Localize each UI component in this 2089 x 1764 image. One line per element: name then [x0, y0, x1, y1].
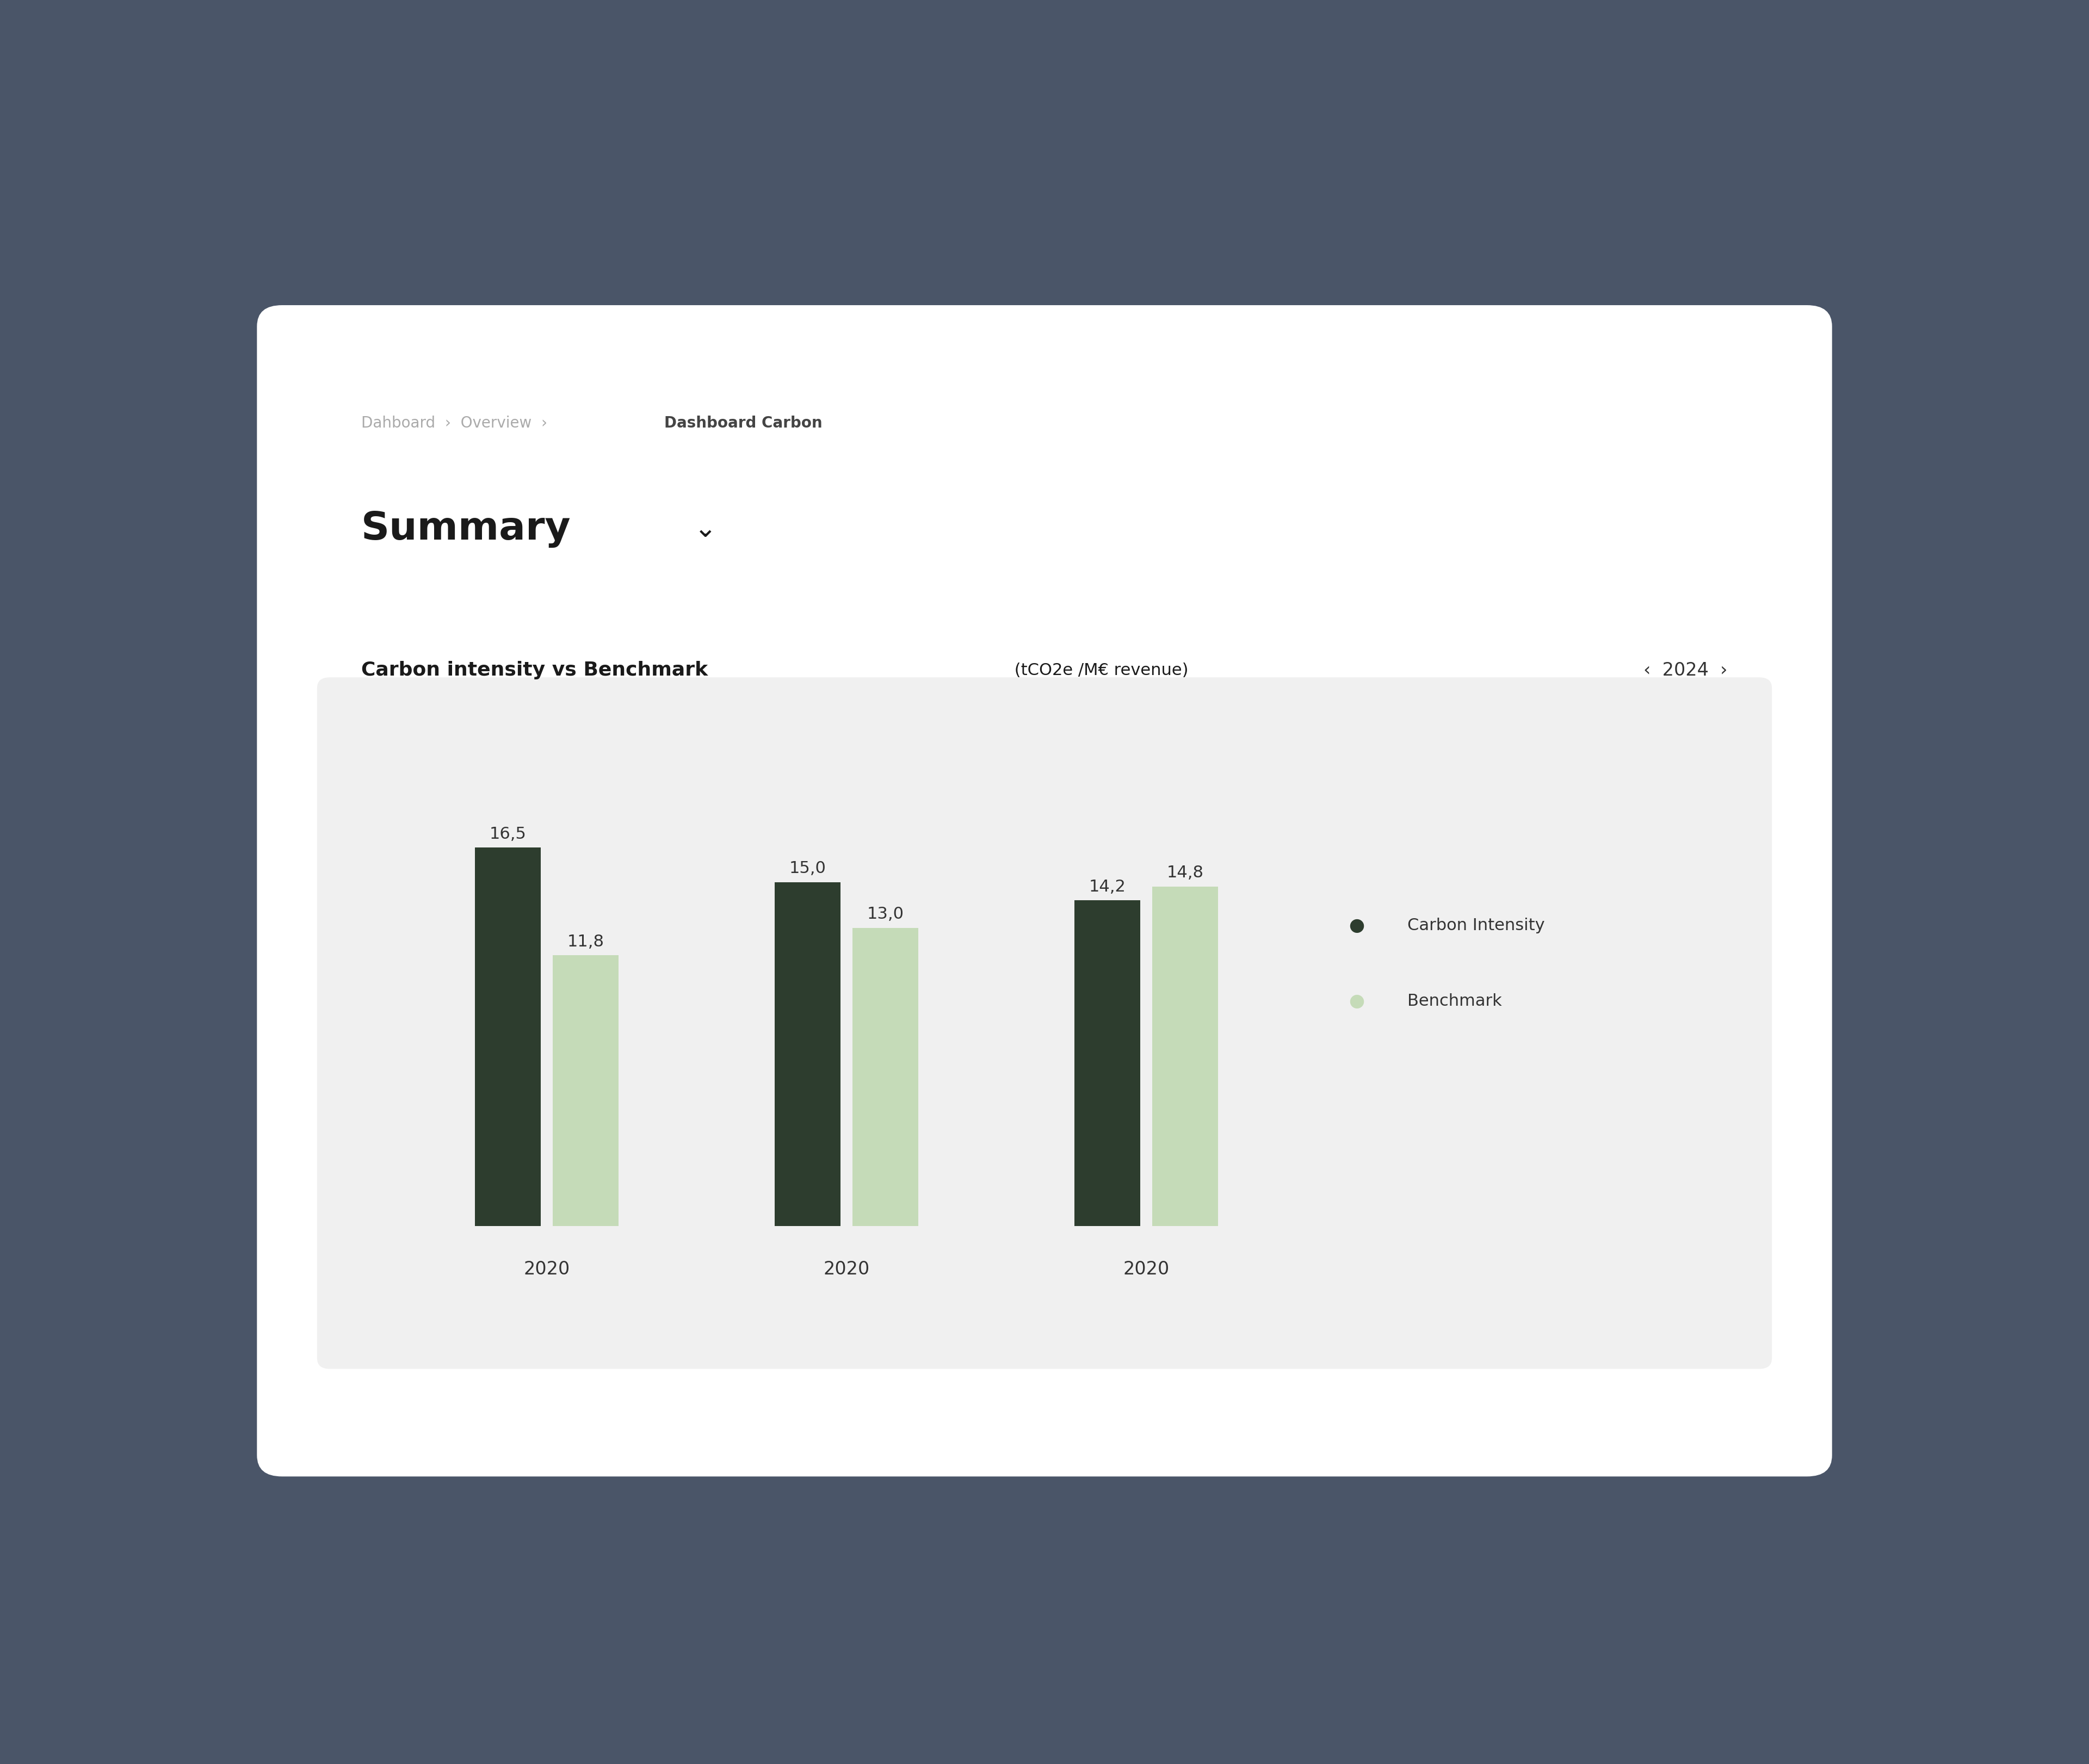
- Text: Benchmark: Benchmark: [1408, 993, 1502, 1009]
- Text: 2020: 2020: [823, 1259, 869, 1279]
- Text: Carbon intensity vs Benchmark: Carbon intensity vs Benchmark: [361, 662, 708, 679]
- Bar: [775, 882, 840, 1226]
- Text: 14,2: 14,2: [1088, 878, 1126, 894]
- Text: Summary: Summary: [361, 510, 570, 549]
- Text: ‹  2024  ›: ‹ 2024 ›: [1644, 662, 1728, 679]
- Text: 15,0: 15,0: [790, 861, 825, 877]
- Text: Carbon Intensity: Carbon Intensity: [1408, 917, 1544, 933]
- Bar: [852, 928, 919, 1226]
- Bar: [1153, 887, 1218, 1226]
- Text: 14,8: 14,8: [1168, 864, 1203, 880]
- Text: (tCO2e /M€ revenue): (tCO2e /M€ revenue): [1009, 663, 1189, 677]
- Bar: [554, 956, 618, 1226]
- Bar: [1074, 900, 1141, 1226]
- Text: ●: ●: [1349, 917, 1364, 935]
- Text: Dashboard Carbon: Dashboard Carbon: [664, 416, 823, 430]
- Text: ⌄: ⌄: [685, 517, 717, 542]
- Text: 2020: 2020: [524, 1259, 570, 1279]
- Bar: [474, 848, 541, 1226]
- Text: ●: ●: [1349, 993, 1364, 1011]
- Text: Dahboard  ›  Overview  ›: Dahboard › Overview ›: [361, 416, 558, 430]
- Text: 13,0: 13,0: [867, 907, 905, 923]
- Text: 16,5: 16,5: [489, 826, 526, 841]
- Text: 2020: 2020: [1124, 1259, 1170, 1279]
- Text: 11,8: 11,8: [568, 933, 604, 949]
